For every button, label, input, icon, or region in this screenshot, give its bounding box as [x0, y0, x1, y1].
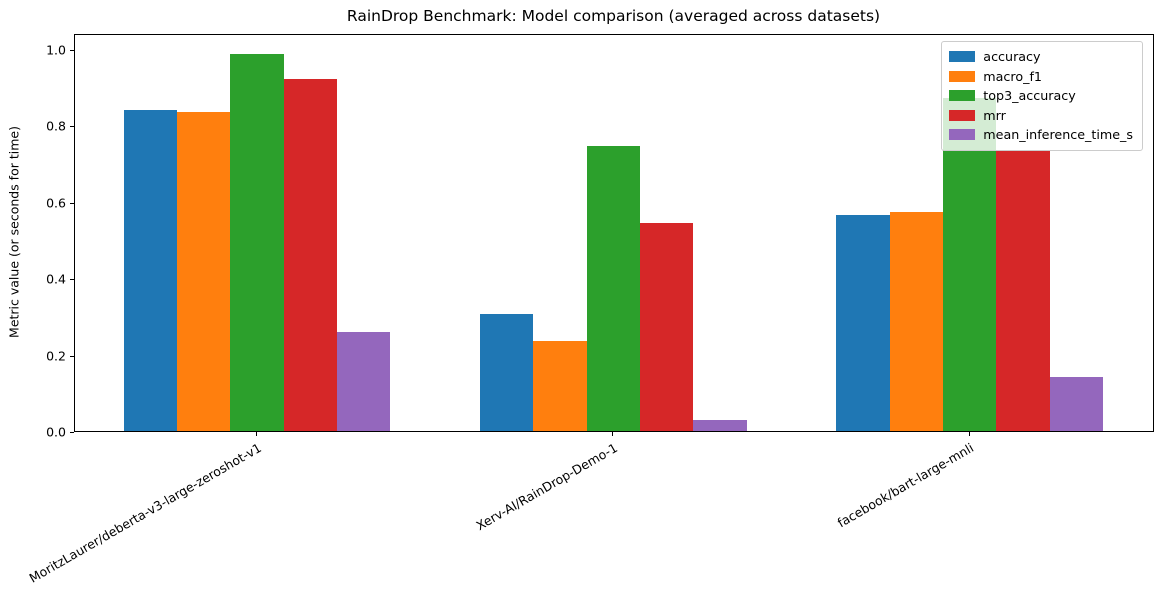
y-tick-label: 0.0 — [46, 424, 66, 440]
bar-mean_inference_time_s-group2 — [1049, 377, 1103, 431]
x-tick — [612, 432, 614, 436]
bar-accuracy-group1 — [480, 314, 534, 431]
bar-top3_accuracy-group0 — [230, 54, 284, 431]
legend-entry-top3_accuracy: top3_accuracy — [949, 86, 1133, 106]
y-tick — [70, 355, 74, 357]
y-tick-label: 0.8 — [46, 118, 66, 134]
y-tick-label: 0.4 — [46, 271, 66, 287]
legend-swatch-icon — [949, 109, 976, 121]
legend-label: accuracy — [983, 49, 1041, 65]
bar-mean_inference_time_s-group0 — [336, 331, 391, 431]
legend-swatch-icon — [949, 90, 976, 102]
bar-accuracy-group2 — [836, 215, 890, 431]
y-tick — [70, 279, 74, 281]
bar-top3_accuracy-group2 — [942, 98, 997, 431]
y-axis-label: Metric value (or seconds for time) — [6, 126, 22, 338]
chart-title: RainDrop Benchmark: Model comparison (av… — [346, 7, 881, 25]
legend-swatch-icon — [949, 70, 976, 82]
bar-top3_accuracy-group1 — [586, 146, 640, 431]
legend-label: top3_accuracy — [983, 88, 1076, 104]
y-tick — [70, 432, 74, 433]
legend-entry-mean_inference_time_s: mean_inference_time_s — [949, 125, 1133, 145]
x-tick — [256, 432, 257, 436]
bar-mrr-group2 — [996, 150, 1050, 431]
y-tick — [70, 126, 74, 128]
legend-label: mean_inference_time_s — [983, 127, 1133, 143]
bar-mrr-group1 — [639, 222, 694, 431]
x-tick-label: Xerv-AI/RainDrop-Demo-1 — [473, 440, 620, 534]
legend-entry-mrr: mrr — [949, 106, 1133, 126]
y-tick — [70, 202, 74, 204]
legend-swatch-icon — [949, 129, 976, 141]
legend-entry-macro_f1: macro_f1 — [949, 67, 1133, 87]
bar-mrr-group0 — [283, 79, 337, 431]
bar-mean_inference_time_s-group1 — [693, 420, 747, 431]
legend-label: macro_f1 — [983, 68, 1042, 84]
x-tick-label: facebook/bart-large-mnli — [834, 440, 977, 531]
bar-macro_f1-group1 — [533, 340, 587, 431]
x-tick-label: MoritzLaurer/deberta-v3-large-zeroshot-v… — [26, 440, 264, 586]
legend-swatch-icon — [949, 51, 976, 63]
y-tick-label: 0.6 — [46, 195, 66, 211]
legend-label: mrr — [983, 107, 1006, 123]
bar-macro_f1-group0 — [177, 111, 231, 431]
y-tick — [70, 49, 74, 51]
bar-macro_f1-group2 — [889, 212, 943, 431]
x-tick — [968, 432, 970, 436]
y-tick-label: 1.0 — [46, 42, 66, 58]
legend-entry-accuracy: accuracy — [949, 47, 1133, 67]
y-tick-label: 0.2 — [46, 348, 66, 364]
bar-accuracy-group0 — [123, 109, 178, 431]
